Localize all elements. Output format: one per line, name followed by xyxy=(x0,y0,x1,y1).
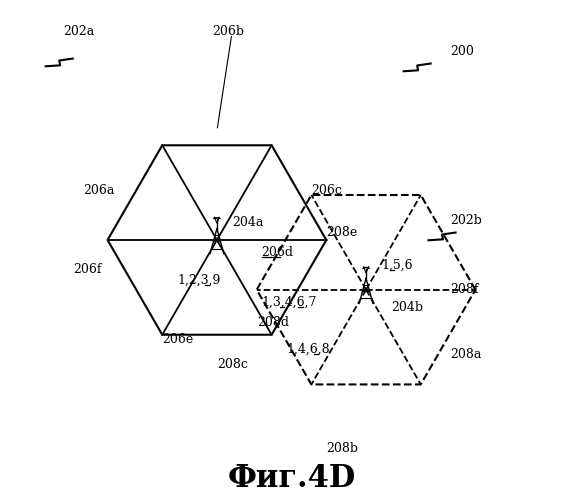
Text: 1,4,6,8: 1,4,6,8 xyxy=(286,343,330,356)
Text: 1,3,4,6,7: 1,3,4,6,7 xyxy=(262,296,317,308)
Text: 208f: 208f xyxy=(451,283,479,296)
Text: 200: 200 xyxy=(451,44,475,58)
Text: 204a: 204a xyxy=(232,216,263,229)
Text: 202b: 202b xyxy=(451,214,483,226)
Text: 208d: 208d xyxy=(257,316,289,328)
Text: 208a: 208a xyxy=(451,348,482,361)
Text: 204b: 204b xyxy=(391,300,423,314)
Text: 206a: 206a xyxy=(83,184,114,197)
Text: 206b: 206b xyxy=(212,24,244,38)
Text: 208e: 208e xyxy=(326,226,357,239)
Text: 1,5,6: 1,5,6 xyxy=(381,258,413,272)
Text: 206d: 206d xyxy=(262,246,294,259)
Text: 206e: 206e xyxy=(162,333,194,346)
Text: 208b: 208b xyxy=(326,442,359,456)
Text: 208c: 208c xyxy=(217,358,248,371)
Text: 206c: 206c xyxy=(311,184,342,197)
Text: 1,2,3,9: 1,2,3,9 xyxy=(177,274,220,286)
Text: 206f: 206f xyxy=(73,264,101,276)
Text: Фиг.4D: Фиг.4D xyxy=(227,463,356,494)
Text: 202a: 202a xyxy=(63,24,94,38)
